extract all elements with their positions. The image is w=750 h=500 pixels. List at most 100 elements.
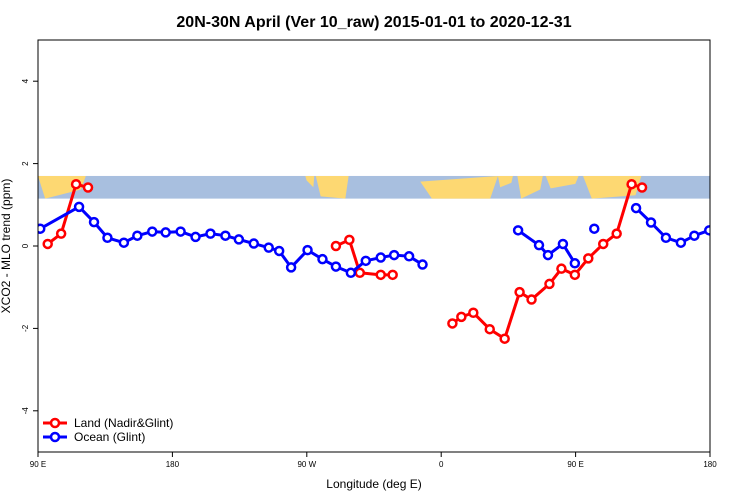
data-point — [611, 228, 622, 239]
data-point — [330, 240, 342, 252]
data-point — [626, 178, 637, 190]
data-point — [589, 223, 600, 234]
data-point — [583, 253, 594, 264]
data-point — [387, 269, 398, 281]
data-point — [146, 226, 158, 237]
data-point — [689, 230, 700, 241]
data-point — [233, 234, 245, 245]
legend-swatch-marker — [49, 417, 61, 429]
x-tick-label: 90 W — [297, 460, 316, 469]
data-point — [512, 225, 524, 236]
data-point — [175, 226, 186, 237]
chart-title: 20N-30N April (Ver 10_raw) 2015-01-01 to… — [176, 14, 571, 31]
data-point — [636, 182, 648, 193]
data-point — [533, 239, 545, 251]
data-point — [375, 252, 386, 263]
world-map-band — [38, 175, 710, 199]
map-land — [305, 175, 315, 188]
data-point — [220, 230, 231, 241]
data-point — [660, 232, 672, 244]
plot-frame — [37, 39, 711, 453]
series-ocean — [38, 201, 728, 279]
data-point — [484, 323, 495, 335]
series-land — [42, 178, 648, 344]
y-tick-label: 4 — [21, 78, 30, 83]
map-land — [315, 175, 349, 199]
data-point — [354, 267, 366, 279]
data-point — [273, 245, 285, 257]
data-point — [542, 249, 554, 261]
map-land — [497, 175, 513, 188]
data-point — [499, 333, 510, 344]
legend: Land (Nadir&Glint)Ocean (Glint) — [43, 416, 173, 444]
data-point — [55, 228, 67, 239]
data-point — [344, 234, 355, 246]
series-layer — [38, 178, 728, 344]
series-line — [46, 182, 89, 246]
x-axis: 90 E 180 90 W 0 90 E 180 — [30, 452, 717, 469]
data-point — [70, 178, 82, 190]
data-point — [360, 255, 372, 267]
legend-item: Land (Nadir&Glint) — [43, 416, 173, 430]
map-ocean — [38, 175, 710, 199]
data-point — [514, 286, 525, 298]
data-point — [630, 202, 642, 214]
data-point — [248, 238, 260, 249]
y-tick-label: 2 — [21, 161, 30, 166]
data-point — [73, 201, 85, 213]
data-point — [345, 267, 357, 279]
data-point — [526, 294, 537, 305]
legend-swatch-marker — [49, 431, 61, 443]
data-point — [403, 251, 415, 262]
x-tick-label: 180 — [703, 460, 717, 469]
y-tick-label: -2 — [21, 324, 30, 332]
data-point — [375, 269, 386, 281]
y-axis: -4 -2 0 2 4 — [21, 78, 38, 414]
data-point — [675, 237, 687, 248]
series-line — [451, 182, 643, 341]
y-tick-label: -4 — [21, 407, 30, 415]
data-point — [118, 237, 130, 248]
legend-label: Land (Nadir&Glint) — [74, 416, 173, 430]
y-axis-label: XCO2 - MLO trend (ppm) — [0, 179, 13, 314]
data-point — [645, 217, 657, 228]
data-point — [569, 258, 581, 269]
data-point — [160, 227, 171, 238]
data-point — [597, 238, 609, 250]
map-land — [420, 175, 498, 199]
map-land — [517, 175, 543, 199]
x-tick-label: 90 E — [567, 460, 583, 469]
data-point — [468, 307, 479, 318]
data-point — [557, 238, 569, 250]
y-tick-label: 0 — [21, 243, 30, 248]
x-tick-label: 90 E — [30, 460, 46, 469]
map-land — [545, 175, 579, 189]
data-point — [544, 278, 555, 290]
x-tick-label: 0 — [439, 460, 444, 469]
data-point — [456, 311, 467, 323]
data-point — [102, 232, 113, 244]
data-point — [704, 225, 710, 236]
data-point — [720, 228, 728, 236]
data-point — [205, 228, 216, 239]
legend-item: Ocean (Glint) — [43, 430, 145, 444]
x-tick-label: 180 — [166, 460, 180, 469]
data-point — [132, 230, 143, 241]
data-point — [556, 263, 567, 274]
data-point — [82, 182, 94, 193]
data-point — [417, 259, 428, 270]
legend-label: Ocean (Glint) — [74, 430, 145, 444]
data-point — [302, 244, 313, 256]
data-point — [285, 262, 297, 273]
data-point — [190, 231, 201, 243]
data-point — [330, 261, 342, 272]
data-point — [42, 238, 53, 250]
data-point — [388, 249, 400, 261]
map-land — [583, 175, 642, 199]
x-axis-label: Longitude (deg E) — [326, 477, 421, 491]
data-point — [317, 253, 328, 265]
data-point — [38, 223, 46, 234]
data-point — [88, 216, 100, 228]
data-point — [569, 269, 581, 281]
